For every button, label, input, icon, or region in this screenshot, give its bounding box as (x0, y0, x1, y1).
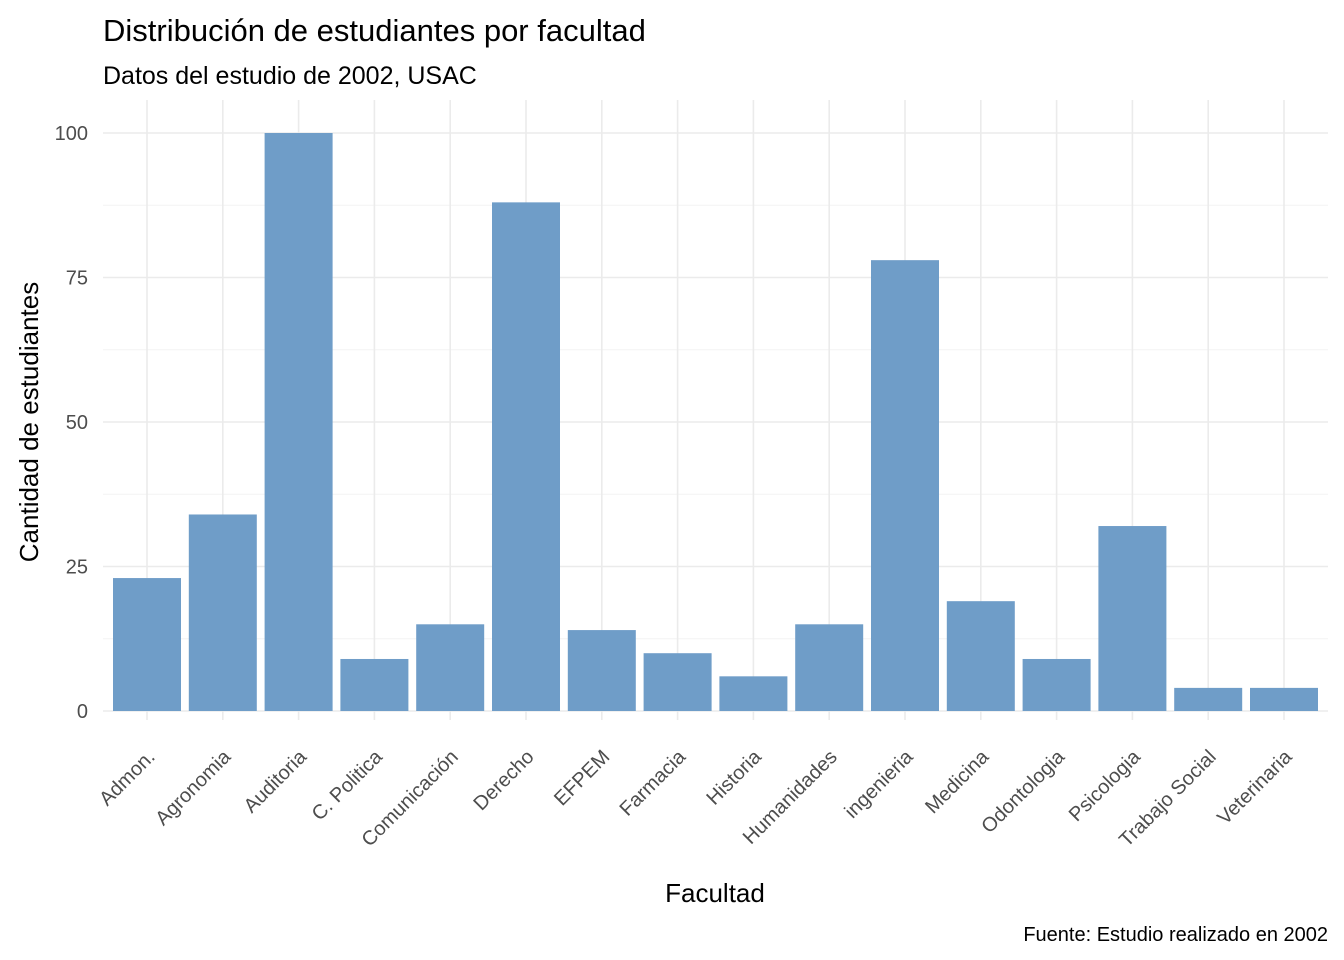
bar (1250, 687, 1318, 711)
y-tick-label: 25 (66, 557, 88, 579)
x-axis-title: Facultad (665, 878, 765, 908)
x-tick-label: Psicologia (1065, 745, 1146, 826)
bar (188, 514, 257, 711)
x-tick-label: Farmacia (616, 745, 691, 820)
y-tick-label: 0 (77, 701, 88, 723)
chart-subtitle: Datos del estudio de 2002, USAC (103, 62, 477, 90)
y-axis-title: Cantidad de estudiantes (14, 282, 44, 562)
y-tick-label: 50 (66, 412, 88, 434)
x-tick-label: EFPEM (550, 746, 614, 810)
bar (1098, 526, 1167, 711)
bar (340, 658, 409, 711)
y-tick-label: 75 (66, 268, 88, 290)
x-tick-label: Auditoria (240, 745, 312, 817)
x-tick-label: C. Politica (308, 745, 388, 825)
x-tick-label: Odontologia (977, 745, 1069, 837)
bar (795, 624, 864, 711)
x-tick-label: Agronomia (151, 745, 236, 830)
x-tick-label: Admon. (95, 746, 159, 810)
x-tick-label: Veterinaria (1213, 745, 1297, 829)
bar (719, 676, 788, 711)
bar (264, 133, 333, 711)
x-tick-label: Derecho (470, 746, 539, 815)
bar (492, 202, 560, 712)
chart-title: Distribución de estudiantes por facultad (103, 13, 646, 48)
x-tick-label: Medicina (921, 745, 994, 818)
y-tick-label: 100 (55, 123, 88, 145)
bar (113, 578, 181, 711)
bar (643, 653, 712, 711)
bar (1022, 658, 1091, 711)
bar (567, 630, 636, 711)
y-axis-ticks: 0 25 50 75 100 (55, 123, 88, 723)
bar (946, 601, 1015, 711)
bars (113, 133, 1318, 712)
bar (1174, 687, 1243, 711)
chart-caption: Fuente: Estudio realizado en 2002 (1023, 924, 1328, 946)
bar (416, 624, 485, 711)
x-tick-label: Historia (702, 745, 766, 809)
x-tick-label: ingenieria (841, 745, 919, 823)
bar (871, 260, 939, 711)
